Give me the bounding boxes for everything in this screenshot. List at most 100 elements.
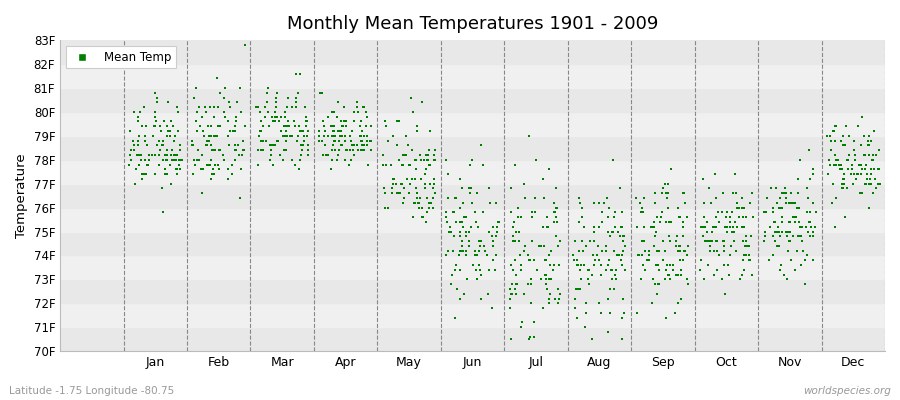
Point	[148, 90, 162, 96]
Point	[326, 128, 340, 134]
Point	[871, 147, 886, 153]
Point	[726, 228, 741, 235]
Point	[570, 262, 584, 268]
Point	[321, 133, 336, 139]
Point	[318, 128, 332, 134]
Point	[656, 257, 670, 264]
Point	[321, 152, 336, 158]
Point	[642, 248, 656, 254]
Point	[797, 281, 812, 287]
Point	[614, 224, 628, 230]
Legend: Mean Temp: Mean Temp	[66, 46, 176, 68]
Point	[759, 209, 773, 216]
Point	[124, 147, 139, 153]
Point	[769, 228, 783, 235]
Point	[853, 190, 868, 196]
Point	[230, 99, 244, 106]
Point	[607, 214, 621, 220]
Point	[664, 219, 679, 225]
Point	[835, 185, 850, 192]
Point	[610, 252, 625, 259]
Point	[251, 161, 266, 168]
Point	[601, 295, 616, 302]
Point	[453, 228, 467, 235]
Point	[786, 214, 800, 220]
Point	[864, 166, 878, 172]
Point	[266, 142, 280, 148]
Point	[591, 300, 606, 306]
Point	[148, 123, 162, 130]
Point	[346, 142, 360, 148]
Point	[421, 152, 436, 158]
Point	[491, 219, 506, 225]
Point	[337, 123, 351, 130]
Point	[278, 147, 293, 153]
Point	[347, 109, 362, 115]
Point	[823, 161, 837, 168]
Point	[327, 109, 341, 115]
Point	[658, 248, 672, 254]
Point	[465, 262, 480, 268]
Point	[268, 118, 283, 125]
Point	[831, 156, 845, 163]
Point	[573, 266, 588, 273]
Point	[508, 238, 522, 244]
Point	[334, 118, 348, 125]
Point	[547, 295, 562, 302]
Point	[427, 156, 441, 163]
Point	[602, 204, 616, 211]
Bar	[60, 64, 885, 88]
Point	[522, 257, 536, 264]
Point	[635, 209, 650, 216]
Point	[171, 128, 185, 134]
Point	[399, 133, 413, 139]
Point	[572, 248, 586, 254]
Point	[389, 180, 403, 187]
Point	[569, 286, 583, 292]
Point	[186, 171, 201, 177]
Point	[325, 109, 339, 115]
Point	[289, 70, 303, 77]
Point	[528, 195, 543, 201]
Point	[288, 161, 302, 168]
Point	[859, 180, 873, 187]
Point	[469, 266, 483, 273]
Point	[680, 276, 694, 282]
Point	[292, 70, 307, 77]
Point	[617, 233, 632, 240]
Point	[575, 248, 590, 254]
Point	[737, 266, 751, 273]
Point	[670, 233, 684, 240]
Point	[263, 156, 277, 163]
Point	[460, 276, 474, 282]
Point	[426, 185, 440, 192]
Point	[455, 248, 470, 254]
Point	[410, 123, 424, 130]
Point	[454, 248, 468, 254]
Point	[652, 266, 666, 273]
Point	[418, 152, 433, 158]
Point	[648, 190, 662, 196]
Point	[208, 147, 222, 153]
Point	[587, 262, 601, 268]
Point	[795, 238, 809, 244]
Point	[228, 142, 242, 148]
Point	[196, 133, 211, 139]
Point	[221, 118, 236, 125]
Point	[292, 123, 306, 130]
Point	[651, 262, 665, 268]
Point	[250, 104, 265, 110]
Point	[742, 257, 757, 264]
Point	[260, 90, 274, 96]
Point	[408, 200, 422, 206]
Point	[312, 128, 327, 134]
Point	[806, 171, 821, 177]
Point	[456, 290, 471, 297]
Point	[364, 147, 378, 153]
Point	[290, 137, 304, 144]
Point	[212, 123, 226, 130]
Point	[441, 228, 455, 235]
Point	[301, 152, 315, 158]
Point	[735, 271, 750, 278]
Point	[473, 266, 488, 273]
